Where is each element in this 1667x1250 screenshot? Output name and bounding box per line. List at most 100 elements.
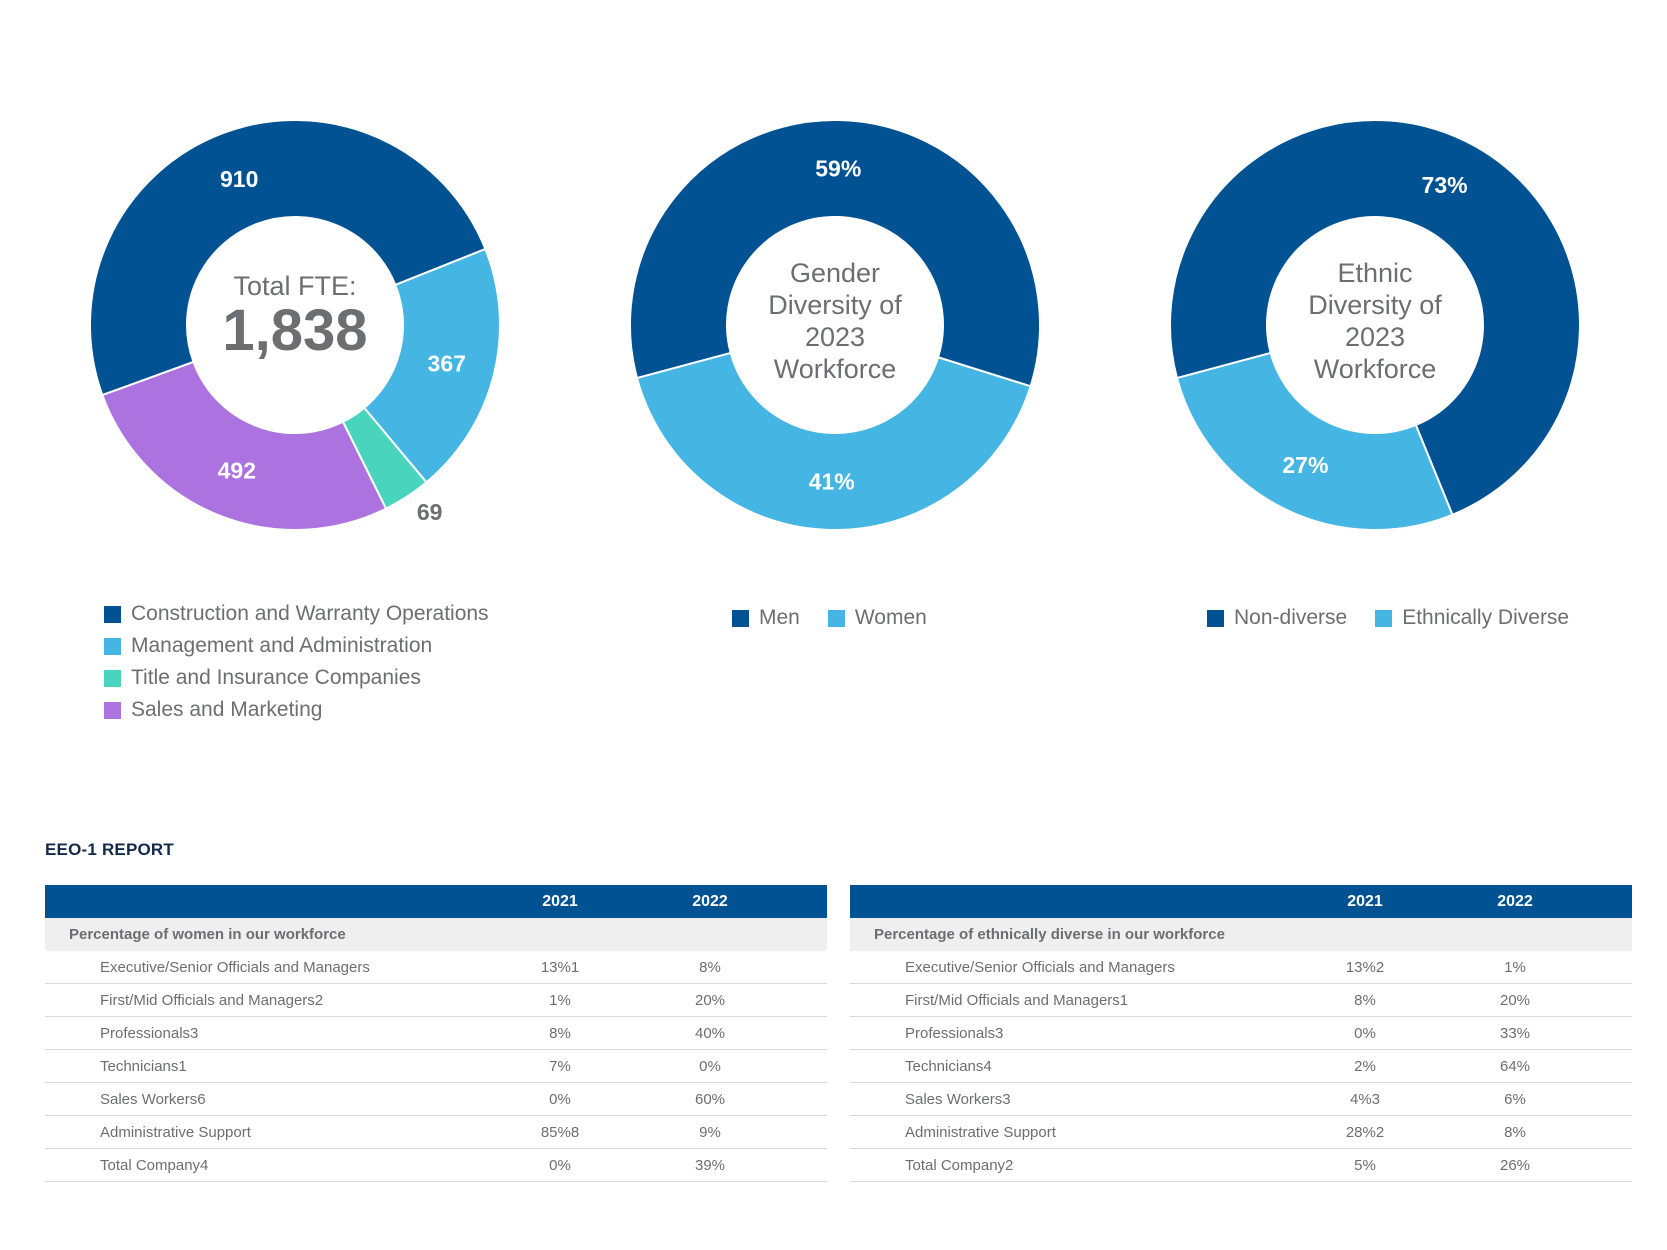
table-row: Executive/Senior Officials and Managers 1… <box>850 951 1632 984</box>
ethnic-donut-svg: 73% 27% Ethnic Diversity of 2023 Workforc… <box>1169 119 1581 531</box>
legend-swatch <box>104 701 121 719</box>
table-row: Professionals3 8% 40% <box>45 1017 827 1050</box>
row-label: Total Company2 <box>905 1156 1014 1174</box>
slice-non-diverse <box>1169 119 1581 517</box>
header-2022: 2022 <box>1497 892 1533 910</box>
data-label-title-insurance: 69 <box>417 499 443 525</box>
slice-management <box>362 247 501 484</box>
table-row: Administrative Support 85%8 9% <box>45 1116 827 1149</box>
legend-item-men: Men <box>732 606 800 630</box>
row-value-2021: 13%1 <box>540 958 580 976</box>
legend-swatch <box>1207 609 1224 627</box>
legend-label: Non-diverse <box>1234 606 1348 629</box>
row-value-2022: 8% <box>1504 1123 1526 1141</box>
women-table: 2021 2022 Percentage of women in our wor… <box>45 885 827 1182</box>
row-value-2021: 85%8 <box>540 1123 580 1141</box>
report-title: EEO-1 REPORT <box>45 840 174 859</box>
row-value-2021: 13%2 <box>1345 958 1385 976</box>
legend-label: Women <box>854 606 927 629</box>
row-value-2022: 40% <box>694 1024 726 1042</box>
row-label: Executive/Senior Officials and Managers <box>100 958 370 976</box>
data-label-women: 41% <box>809 468 855 494</box>
row-value-2021: 0% <box>549 1156 571 1174</box>
gender-donut-chart: 59% 41% Gender Diversity of 2023 Workforc… <box>605 95 1065 555</box>
data-label-non-diverse: 73% <box>1422 172 1468 198</box>
legend-label: Ethnically Diverse <box>1402 606 1570 629</box>
row-value-2021: 8% <box>1354 991 1376 1009</box>
row-value-2021: 2% <box>1354 1057 1376 1075</box>
row-label: Total Company4 <box>100 1156 209 1174</box>
row-value-2021: 8% <box>549 1024 571 1042</box>
fte-donut-chart: 910 367 69 492 Total FTE: 1,838 <box>65 95 525 555</box>
table-row: Total Company4 0% 39% <box>45 1149 827 1182</box>
row-value-2022: 26% <box>1499 1156 1531 1174</box>
row-label: First/Mid Officials and Managers1 <box>905 991 1129 1009</box>
slice-men <box>629 119 1041 388</box>
gender-center-line-2: Diversity of <box>768 290 902 320</box>
legend-label: Men <box>759 606 800 629</box>
data-label-construction: 910 <box>220 166 258 192</box>
row-label: Executive/Senior Officials and Managers <box>905 958 1175 976</box>
row-value-2022: 1% <box>1504 958 1526 976</box>
row-value-2022: 9% <box>699 1123 721 1141</box>
slice-construction <box>89 119 487 397</box>
ethnic-donut-chart: 73% 27% Ethnic Diversity of 2023 Workforc… <box>1145 95 1605 555</box>
legend-swatch <box>104 605 121 623</box>
legend-swatch <box>732 609 749 627</box>
row-value-2021: 0% <box>1354 1024 1376 1042</box>
fte-center-label: Total FTE: <box>233 271 356 301</box>
table-row: Professionals3 0% 33% <box>850 1017 1632 1050</box>
table-section-title: Percentage of ethnically diverse in our … <box>850 918 1632 951</box>
gender-legend: Men Women <box>732 606 927 630</box>
row-label: First/Mid Officials and Managers2 <box>100 991 324 1009</box>
table-header: 2021 2022 <box>45 885 827 918</box>
gender-donut-svg: 59% 41% Gender Diversity of 2023 Workforc… <box>629 119 1041 531</box>
row-value-2022: 33% <box>1499 1024 1531 1042</box>
legend-swatch <box>1375 609 1393 627</box>
row-label: Professionals3 <box>100 1024 199 1042</box>
row-value-2022: 6% <box>1504 1090 1526 1108</box>
slice-sales-marketing <box>101 360 388 531</box>
table-section-title: Percentage of women in our workforce <box>45 918 827 951</box>
legend-label: Title and Insurance Companies <box>131 666 421 689</box>
table-row: First/Mid Officials and Managers1 8% 20% <box>850 984 1632 1017</box>
row-label: Administrative Support <box>905 1123 1056 1141</box>
slice-ethnically-diverse <box>1175 351 1454 531</box>
legend-item-sales-marketing: Sales and Marketing <box>104 694 489 726</box>
gender-center-line-3: 2023 <box>805 322 865 352</box>
row-value-2021: 5% <box>1354 1156 1376 1174</box>
ethnic-legend: Non-diverse Ethnically Diverse <box>1207 606 1569 630</box>
table-row: Sales Workers3 4%3 6% <box>850 1083 1632 1116</box>
legend-swatch <box>827 609 845 627</box>
legend-swatch <box>104 669 121 687</box>
row-value-2021: 1% <box>549 991 571 1009</box>
table-row: First/Mid Officials and Managers2 1% 20% <box>45 984 827 1017</box>
legend-item-non-diverse: Non-diverse <box>1207 606 1347 630</box>
row-value-2021: 4%3 <box>1349 1090 1381 1108</box>
row-label: Technicians4 <box>905 1057 992 1075</box>
table-row: Sales Workers6 0% 60% <box>45 1083 827 1116</box>
table-row: Technicians1 7% 0% <box>45 1050 827 1083</box>
legend-label: Sales and Marketing <box>131 698 323 721</box>
legend-label: Management and Administration <box>131 634 433 657</box>
table-row: Total Company2 5% 26% <box>850 1149 1632 1182</box>
table-body: Executive/Senior Officials and Managers 1… <box>45 951 827 1182</box>
row-label: Technicians1 <box>100 1057 187 1075</box>
legend-item-management: Management and Administration <box>104 630 489 662</box>
legend-item-women: Women <box>827 606 927 630</box>
row-value-2022: 0% <box>699 1057 721 1075</box>
gender-center-line-1: Gender <box>790 258 880 288</box>
ethnic-table: 2021 2022 Percentage of ethnically diver… <box>850 885 1632 1182</box>
fte-donut-svg: 910 367 69 492 Total FTE: 1,838 <box>89 119 501 531</box>
legend-item-title-insurance: Title and Insurance Companies <box>104 662 489 694</box>
row-value-2021: 0% <box>549 1090 571 1108</box>
header-2022: 2022 <box>692 892 728 910</box>
data-label-men: 59% <box>815 156 861 182</box>
ethnic-center-line-4: Workforce <box>1314 354 1437 384</box>
row-value-2021: 7% <box>549 1057 571 1075</box>
row-value-2022: 39% <box>694 1156 726 1174</box>
ethnic-center-line-2: Diversity of <box>1308 290 1442 320</box>
row-value-2021: 28%2 <box>1345 1123 1385 1141</box>
header-2021: 2021 <box>1347 892 1383 910</box>
table-row: Executive/Senior Officials and Managers 1… <box>45 951 827 984</box>
